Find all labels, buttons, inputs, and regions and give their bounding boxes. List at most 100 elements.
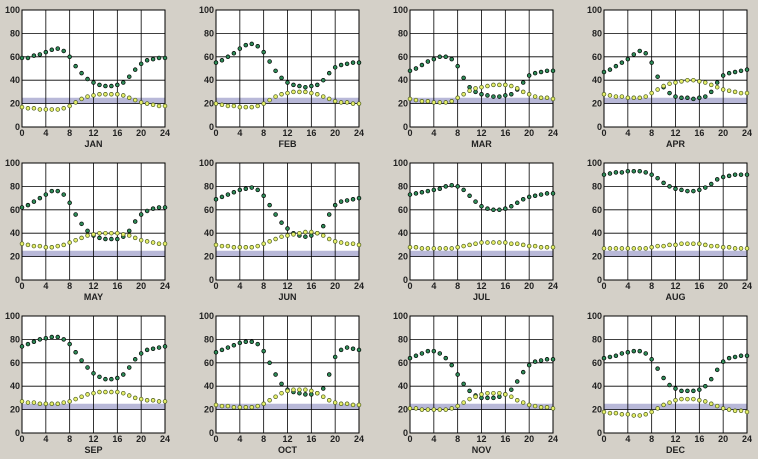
lower-series-point [643,246,648,251]
upper-series-point [338,62,344,68]
y-tick-label: 40 [398,228,408,238]
y-tick-label: 0 [597,428,602,438]
lower-series-point [532,94,538,99]
upper-series-point [449,56,454,62]
upper-series-point [443,184,448,189]
upper-series-point [649,172,654,177]
upper-series-point [685,188,690,194]
lower-series-point [231,244,237,250]
lower-series-point [455,95,460,100]
lower-series-point [37,107,43,112]
upper-series-point [279,75,284,81]
lower-series-point [162,103,168,109]
upper-series-point [509,204,514,209]
upper-series-point [213,350,219,355]
upper-series-point [655,366,660,371]
upper-series-point [637,348,642,354]
upper-series-point [720,73,726,78]
lower-series-point [267,97,272,103]
upper-series-point [121,80,126,85]
upper-series-point [31,199,37,204]
upper-series-point [601,355,607,361]
lower-series-point [67,240,72,245]
y-tick-label: 60 [398,358,408,368]
y-tick-label: 40 [592,75,602,85]
y-tick-label: 0 [209,122,214,132]
lower-series-point [31,243,37,249]
upper-series-point [738,353,744,359]
x-tick-label: 20 [718,434,728,444]
x-tick-label: 8 [261,281,266,291]
lower-series-point [356,402,362,408]
lower-series-point [431,407,437,412]
upper-series-point [109,376,114,382]
upper-series-point [344,61,350,67]
lower-series-point [425,407,431,412]
upper-series-point [73,63,78,69]
lower-series-point [413,406,419,411]
lower-series-point [150,397,156,403]
y-tick-label: 100 [199,5,214,15]
upper-series-point [732,69,738,75]
lower-series-point [273,94,278,99]
lower-series-point [619,412,625,417]
upper-series-point [231,343,237,348]
upper-series-point [61,48,66,54]
upper-series-point [67,54,72,60]
lower-series-point [437,246,443,251]
lower-series-point [25,242,31,248]
y-tick-label: 0 [597,122,602,132]
upper-series-point [356,347,362,353]
lower-series-point [509,83,514,89]
lower-series-point [407,244,413,250]
lower-series-point [303,229,308,235]
lower-series-point [649,409,654,415]
y-tick-label: 60 [10,358,20,368]
upper-series-point [455,372,460,377]
y-tick-label: 80 [592,181,602,191]
x-tick-label: 20 [524,434,534,444]
upper-series-point [503,93,508,98]
lower-series-point [55,107,60,112]
upper-series-point [667,184,672,189]
lower-series-point [514,86,520,91]
lower-series-point [219,102,225,108]
y-tick-label: 100 [587,311,602,321]
x-tick-label: 8 [649,281,654,291]
x-tick-label: 16 [500,281,510,291]
lower-series-point [344,100,350,105]
lower-series-point [425,99,431,104]
lower-series-point [473,394,478,399]
upper-series-point [315,82,320,88]
upper-series-point [631,168,637,174]
lower-series-point [679,396,684,402]
upper-series-point [303,84,308,90]
upper-series-point [550,191,556,196]
upper-series-point [431,187,437,193]
upper-series-point [320,223,326,229]
y-tick-label: 40 [398,75,408,85]
upper-series-point [132,219,138,224]
upper-series-point [544,191,550,196]
x-tick-label: 20 [330,434,340,444]
upper-series-point [103,83,108,89]
upper-series-point [291,82,296,88]
lower-series-point [225,403,231,409]
lower-series-point [344,241,350,246]
x-tick-label: 0 [213,128,218,138]
upper-series-point [679,95,684,100]
lower-series-point [326,96,332,102]
lower-series-point [79,235,84,241]
lower-series-point [667,242,672,248]
lower-series-point [649,90,654,96]
upper-series-point [649,60,654,65]
upper-series-point [303,392,308,397]
upper-series-point [738,68,744,74]
upper-series-point [703,185,708,190]
y-tick-label: 100 [393,5,408,15]
lower-series-point [479,240,484,245]
upper-series-point [691,388,696,394]
lower-series-point [485,240,490,245]
lower-series-point [509,241,514,246]
lower-series-point [291,89,296,95]
